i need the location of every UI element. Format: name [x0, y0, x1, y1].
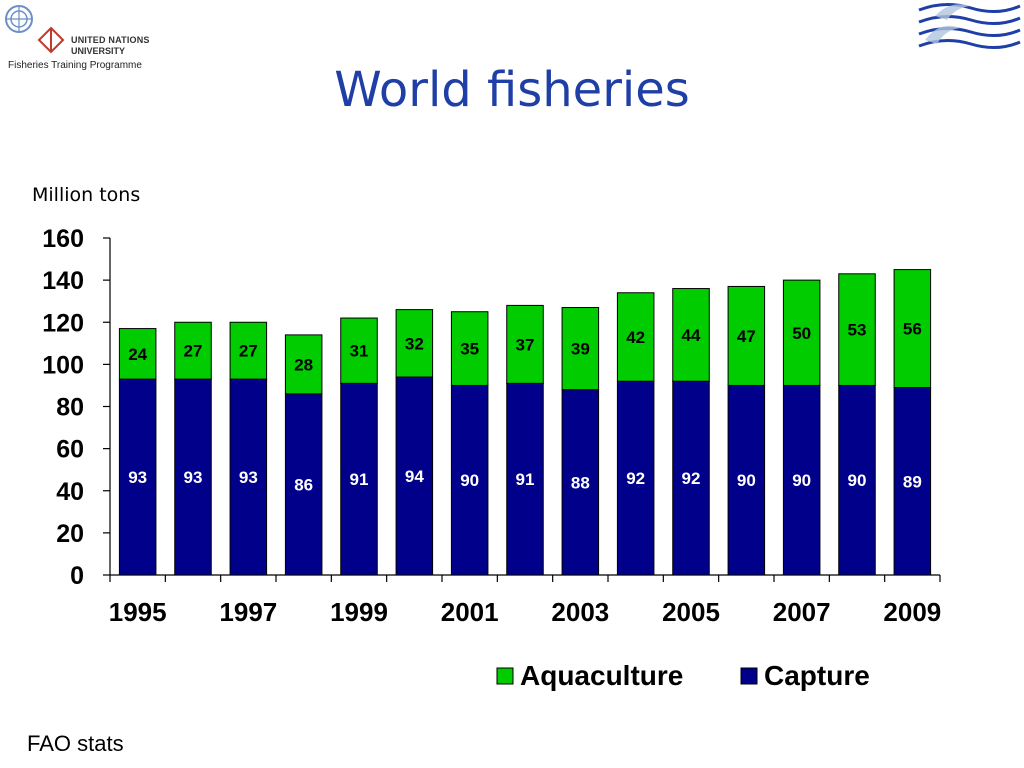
bar-aquaculture-2000 — [395, 309, 434, 378]
x-tick-label: 2007 — [773, 597, 831, 627]
unu-mark-icon — [37, 26, 65, 54]
bar-capture-1998 — [284, 393, 323, 576]
bar-capture-2007 — [782, 384, 821, 576]
data-label-aquaculture: 27 — [239, 342, 258, 361]
x-tick-label: 2003 — [551, 597, 609, 627]
programme-name: Fisheries Training Programme — [8, 60, 142, 71]
data-label-capture: 89 — [903, 472, 922, 491]
data-label-aquaculture: 24 — [128, 345, 147, 364]
data-label-capture: 93 — [239, 468, 258, 487]
x-tick-label: 1999 — [330, 597, 388, 627]
data-label-aquaculture: 35 — [460, 340, 479, 359]
source-note: FAO stats — [27, 731, 124, 756]
legend-swatch-aquaculture — [496, 667, 514, 685]
bar-capture-2009 — [893, 387, 932, 576]
data-label-aquaculture: 42 — [626, 328, 645, 347]
bar-capture-1996 — [174, 378, 212, 576]
x-tick-label: 1995 — [109, 597, 167, 627]
unu-name-line1: UNITED NATIONS — [71, 35, 150, 45]
bar-aquaculture-2001 — [450, 311, 489, 386]
bar-aquaculture-1996 — [174, 321, 212, 380]
bar-aquaculture-2002 — [506, 304, 544, 384]
legend-label-capture: Capture — [764, 660, 870, 691]
bar-capture-1995 — [118, 378, 157, 576]
bar-aquaculture-2009 — [893, 269, 932, 389]
y-axis-unit-label: Million tons — [32, 184, 141, 206]
data-label-capture: 93 — [184, 468, 203, 487]
bar-capture-1997 — [229, 378, 268, 576]
y-tick-label: 80 — [56, 394, 84, 422]
bar-aquaculture-2003 — [561, 307, 600, 391]
unu-logo: UNITED NATIONS UNIVERSITY Fisheries Trai… — [4, 4, 154, 71]
data-label-capture: 91 — [516, 470, 535, 489]
data-label-aquaculture: 47 — [737, 327, 756, 346]
x-tick-label: 2001 — [441, 597, 499, 627]
data-label-aquaculture: 27 — [184, 342, 203, 361]
data-label-capture: 90 — [792, 471, 811, 490]
data-label-capture: 90 — [848, 471, 867, 490]
bar-aquaculture-1999 — [340, 317, 378, 384]
bar-capture-2001 — [450, 384, 489, 576]
y-tick-label: 120 — [42, 309, 84, 337]
bar-capture-2005 — [672, 380, 710, 576]
x-tick-label: 1997 — [219, 597, 277, 627]
data-label-capture: 92 — [626, 469, 645, 488]
x-tick-label: 2005 — [662, 597, 720, 627]
y-tick-label: 40 — [56, 478, 84, 506]
bar-aquaculture-2008 — [838, 273, 876, 386]
data-label-aquaculture: 32 — [405, 334, 424, 353]
bar-aquaculture-2007 — [782, 279, 821, 386]
data-label-capture: 93 — [128, 468, 147, 487]
x-tick-label: 2009 — [883, 597, 941, 627]
data-label-capture: 90 — [737, 471, 756, 490]
bar-aquaculture-1997 — [229, 321, 268, 380]
y-tick-label: 0 — [70, 562, 84, 590]
bar-aquaculture-2004 — [616, 292, 655, 382]
un-emblem-icon — [5, 5, 33, 33]
bar-aquaculture-2005 — [672, 288, 710, 382]
y-tick-label: 100 — [42, 351, 84, 379]
data-label-capture: 88 — [571, 473, 590, 492]
data-label-aquaculture: 31 — [350, 342, 369, 361]
bar-aquaculture-1995 — [118, 328, 157, 380]
unu-name-line2: UNIVERSITY — [71, 46, 126, 56]
data-label-aquaculture: 53 — [848, 321, 867, 340]
y-tick-label: 140 — [42, 267, 84, 295]
legend-label-aquaculture: Aquaculture — [520, 660, 683, 691]
slide-title: World fisheries — [334, 62, 690, 118]
bar-capture-2003 — [561, 389, 600, 576]
bar-capture-2006 — [727, 384, 766, 576]
legend-swatch-capture — [740, 667, 758, 685]
data-label-aquaculture: 56 — [903, 320, 922, 339]
bar-capture-2000 — [395, 376, 434, 576]
y-tick-label: 160 — [42, 225, 84, 253]
data-label-aquaculture: 37 — [516, 335, 535, 354]
data-label-capture: 92 — [682, 469, 701, 488]
bar-capture-2004 — [616, 380, 655, 576]
waves-logo-icon — [918, 3, 1021, 49]
data-label-capture: 91 — [350, 470, 369, 489]
bar-aquaculture-2006 — [727, 285, 766, 386]
data-label-aquaculture: 28 — [294, 355, 313, 374]
data-label-aquaculture: 44 — [682, 326, 701, 345]
data-label-aquaculture: 39 — [571, 340, 590, 359]
data-label-capture: 94 — [405, 467, 424, 486]
y-tick-label: 60 — [56, 436, 84, 464]
data-label-capture: 86 — [294, 475, 313, 494]
data-label-aquaculture: 50 — [792, 324, 811, 343]
bar-aquaculture-1998 — [284, 334, 323, 395]
y-tick-label: 20 — [56, 520, 84, 548]
data-label-capture: 90 — [460, 471, 479, 490]
